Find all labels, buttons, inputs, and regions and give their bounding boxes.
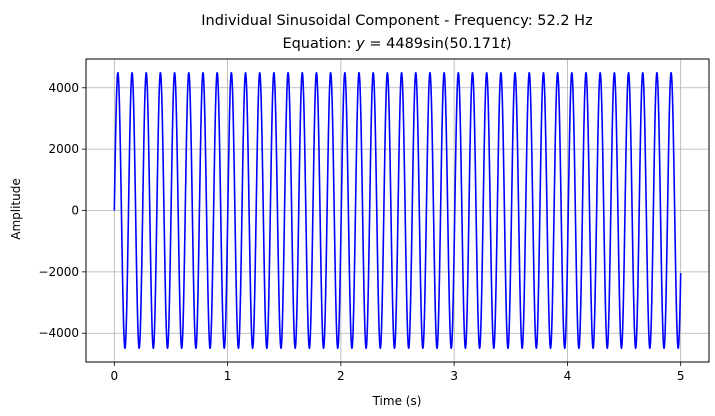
y-tick-label: 0 [71,204,79,218]
y-tick-label: −4000 [38,326,79,340]
equation-prefix: Equation: [282,36,356,52]
x-tick-label: 0 [110,369,118,383]
y-axis-label: Amplitude [9,178,23,240]
y-tick-label: 2000 [48,142,79,156]
y-tick-label: 4000 [48,81,79,95]
equation-var-y: y [355,36,365,52]
equation-close: ) [506,36,512,52]
x-axis-label: Time (s) [372,394,422,408]
x-axis-ticks: 0 1 2 3 4 5 [110,362,685,383]
x-tick-label: 3 [450,369,458,383]
equation-var-t: t [500,36,507,52]
x-tick-label: 4 [564,369,572,383]
x-tick-label: 1 [224,369,232,383]
y-axis-ticks: −4000 −2000 0 2000 4000 [38,81,86,340]
y-tick-label: −2000 [38,265,79,279]
x-tick-label: 2 [337,369,345,383]
series-layer [113,71,682,350]
chart-title-line2: Equation: y = 4489sin(50.171t) [282,36,511,52]
x-tick-label: 5 [677,369,685,383]
series-line [113,71,682,350]
equation-body: = 4489sin(50.171 [365,36,500,52]
chart-title-line1: Individual Sinusoidal Component - Freque… [201,13,592,29]
